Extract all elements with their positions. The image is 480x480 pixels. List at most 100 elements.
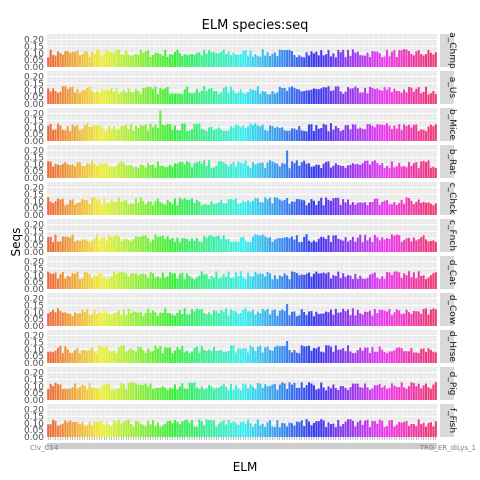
bar (434, 382, 437, 400)
bar (393, 426, 396, 437)
bar (49, 201, 52, 215)
bar (156, 387, 159, 400)
bar (171, 423, 174, 437)
bar (186, 419, 189, 437)
bar (188, 241, 191, 252)
bar (325, 345, 328, 363)
bar (237, 125, 240, 141)
bar (117, 272, 120, 289)
bar (242, 277, 245, 289)
bar (98, 420, 101, 437)
bar (344, 91, 347, 104)
x-tick-label-overlap (78, 443, 82, 449)
bar (137, 312, 140, 326)
bar (300, 309, 303, 326)
bar (227, 315, 230, 326)
x-tick-label-overlap (283, 443, 286, 449)
bar (88, 421, 91, 437)
bar (354, 204, 357, 215)
bar (54, 420, 57, 437)
bar (364, 129, 367, 141)
bar (276, 56, 279, 67)
bar (266, 346, 269, 363)
bar (130, 348, 133, 363)
bar (403, 387, 406, 400)
x-tick-label-overlap (324, 443, 328, 449)
bar (303, 311, 306, 326)
bar (432, 240, 435, 252)
y-tick-label: 0.20 (24, 406, 44, 416)
bar (278, 238, 281, 252)
bar (203, 129, 206, 141)
bar (427, 202, 430, 215)
x-tick-label-overlap (246, 443, 250, 449)
bar (81, 350, 84, 363)
bar (395, 128, 398, 141)
facet-strip (440, 182, 454, 215)
bar (420, 203, 423, 215)
bar (305, 385, 308, 400)
bar (312, 200, 315, 215)
bar (91, 160, 94, 178)
bar (159, 278, 162, 289)
bar (198, 309, 201, 326)
bar (247, 311, 250, 326)
bar (171, 353, 174, 363)
bar (71, 316, 74, 326)
bar (169, 94, 172, 104)
bar (152, 88, 155, 104)
bar (93, 388, 96, 400)
bar (254, 90, 257, 104)
bar (220, 350, 223, 363)
x-tick-label-overlap (117, 443, 121, 449)
bar (373, 198, 376, 215)
bar (329, 424, 332, 437)
bar (59, 310, 62, 326)
bar (103, 53, 106, 67)
bar (144, 51, 147, 67)
bar (225, 386, 228, 400)
bar (83, 425, 86, 437)
bar (303, 426, 306, 437)
bar (78, 386, 81, 400)
bar (388, 272, 391, 289)
bar (334, 345, 337, 363)
x-tick-label-overlap (134, 443, 138, 449)
bar (144, 87, 147, 104)
bar (164, 347, 167, 363)
x-tick-label-overlap (417, 443, 420, 449)
bar (381, 237, 384, 252)
x-tick-label-overlap (129, 443, 133, 449)
bar (361, 202, 364, 215)
bar (254, 423, 257, 437)
x-tick-label-overlap (400, 443, 403, 449)
panel-c_Fnch: 0.000.050.100.150.20 c_Fnch (24, 219, 457, 258)
bar (237, 161, 240, 178)
bar (183, 54, 186, 67)
y-tick-label: 0.10 (24, 197, 44, 207)
bar (422, 385, 425, 400)
bar (198, 92, 201, 104)
bar (144, 312, 147, 326)
bar (47, 125, 50, 141)
bar (59, 165, 62, 178)
bar (215, 271, 218, 289)
bar (91, 278, 94, 289)
bar (61, 353, 64, 363)
bar (295, 387, 298, 400)
bar (178, 242, 181, 252)
bar (347, 125, 350, 141)
bar (61, 312, 64, 326)
bar (300, 274, 303, 289)
bar (83, 311, 86, 326)
bar (288, 382, 291, 400)
bar (154, 86, 157, 104)
bar (395, 205, 398, 215)
bar (195, 426, 198, 437)
bar (59, 274, 62, 289)
bar (278, 384, 281, 400)
y-tick-label: 0.20 (24, 258, 44, 268)
bar (164, 308, 167, 326)
bar (244, 160, 247, 178)
bar (371, 273, 374, 289)
